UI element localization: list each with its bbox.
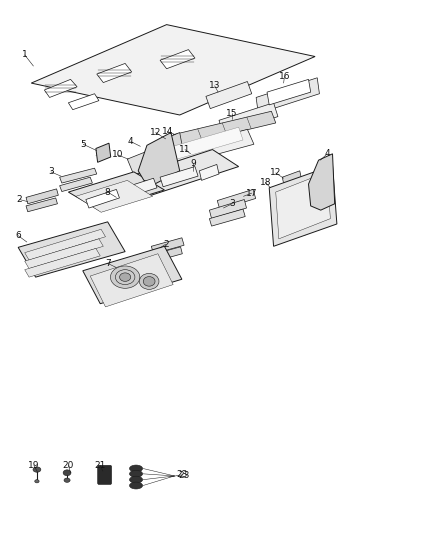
- Polygon shape: [18, 222, 125, 277]
- Text: 23: 23: [176, 471, 187, 479]
- Ellipse shape: [143, 277, 155, 286]
- Ellipse shape: [33, 467, 41, 472]
- Polygon shape: [160, 166, 198, 187]
- Text: 17: 17: [246, 189, 258, 198]
- Polygon shape: [60, 177, 92, 191]
- Text: 3: 3: [229, 199, 235, 208]
- Ellipse shape: [130, 471, 143, 477]
- Text: 14: 14: [162, 127, 173, 136]
- Polygon shape: [90, 254, 173, 307]
- Text: 13: 13: [209, 81, 220, 90]
- Text: 19: 19: [28, 461, 39, 470]
- Polygon shape: [83, 246, 182, 304]
- Text: 12: 12: [150, 128, 161, 137]
- Text: 2: 2: [163, 240, 169, 249]
- Text: 4: 4: [128, 137, 134, 146]
- Text: 18: 18: [260, 178, 271, 187]
- Polygon shape: [151, 238, 184, 254]
- Text: 4: 4: [325, 149, 330, 158]
- Text: 5: 5: [80, 140, 86, 149]
- Ellipse shape: [63, 470, 71, 475]
- Ellipse shape: [120, 273, 131, 281]
- Polygon shape: [308, 154, 335, 210]
- Polygon shape: [97, 63, 132, 83]
- Text: 21: 21: [95, 461, 106, 470]
- Polygon shape: [269, 165, 337, 246]
- Text: 23: 23: [179, 472, 190, 480]
- Polygon shape: [31, 25, 315, 115]
- Polygon shape: [60, 168, 97, 183]
- Polygon shape: [26, 189, 58, 204]
- Polygon shape: [112, 150, 239, 199]
- Text: 2: 2: [17, 195, 22, 204]
- Polygon shape: [151, 247, 182, 262]
- Polygon shape: [25, 229, 106, 260]
- Polygon shape: [160, 50, 195, 69]
- Text: 10: 10: [112, 150, 124, 159]
- Polygon shape: [25, 239, 103, 269]
- Polygon shape: [164, 133, 182, 151]
- Polygon shape: [206, 82, 252, 109]
- Polygon shape: [68, 94, 99, 110]
- Ellipse shape: [139, 273, 159, 289]
- Text: 20: 20: [63, 461, 74, 470]
- Polygon shape: [209, 209, 245, 226]
- Polygon shape: [173, 111, 276, 147]
- Text: 6: 6: [15, 231, 21, 240]
- Polygon shape: [96, 143, 111, 163]
- Ellipse shape: [130, 482, 143, 489]
- Ellipse shape: [64, 478, 70, 482]
- Text: 16: 16: [279, 71, 290, 80]
- Text: 9: 9: [190, 159, 196, 168]
- Text: 15: 15: [226, 109, 238, 118]
- Polygon shape: [86, 189, 120, 208]
- Polygon shape: [256, 78, 319, 114]
- Ellipse shape: [115, 270, 135, 285]
- Polygon shape: [276, 172, 330, 239]
- Polygon shape: [130, 130, 254, 176]
- Ellipse shape: [130, 476, 143, 483]
- Polygon shape: [209, 199, 247, 219]
- Ellipse shape: [110, 266, 140, 288]
- Polygon shape: [199, 165, 219, 180]
- Ellipse shape: [35, 480, 39, 483]
- Text: 1: 1: [22, 51, 28, 59]
- Polygon shape: [26, 198, 57, 212]
- Text: 12: 12: [270, 168, 282, 177]
- Polygon shape: [136, 127, 243, 169]
- Polygon shape: [283, 171, 302, 188]
- Polygon shape: [138, 133, 180, 183]
- Polygon shape: [267, 79, 311, 105]
- Text: 7: 7: [105, 259, 110, 268]
- Text: 3: 3: [48, 167, 54, 176]
- Polygon shape: [119, 178, 157, 199]
- FancyBboxPatch shape: [98, 465, 112, 484]
- Polygon shape: [25, 248, 100, 277]
- Text: 8: 8: [105, 188, 110, 197]
- Polygon shape: [217, 189, 256, 209]
- Polygon shape: [219, 103, 278, 134]
- Polygon shape: [127, 150, 158, 175]
- Polygon shape: [68, 172, 164, 210]
- Polygon shape: [76, 180, 152, 212]
- Text: 11: 11: [179, 145, 191, 154]
- Ellipse shape: [130, 465, 143, 472]
- Polygon shape: [44, 79, 77, 98]
